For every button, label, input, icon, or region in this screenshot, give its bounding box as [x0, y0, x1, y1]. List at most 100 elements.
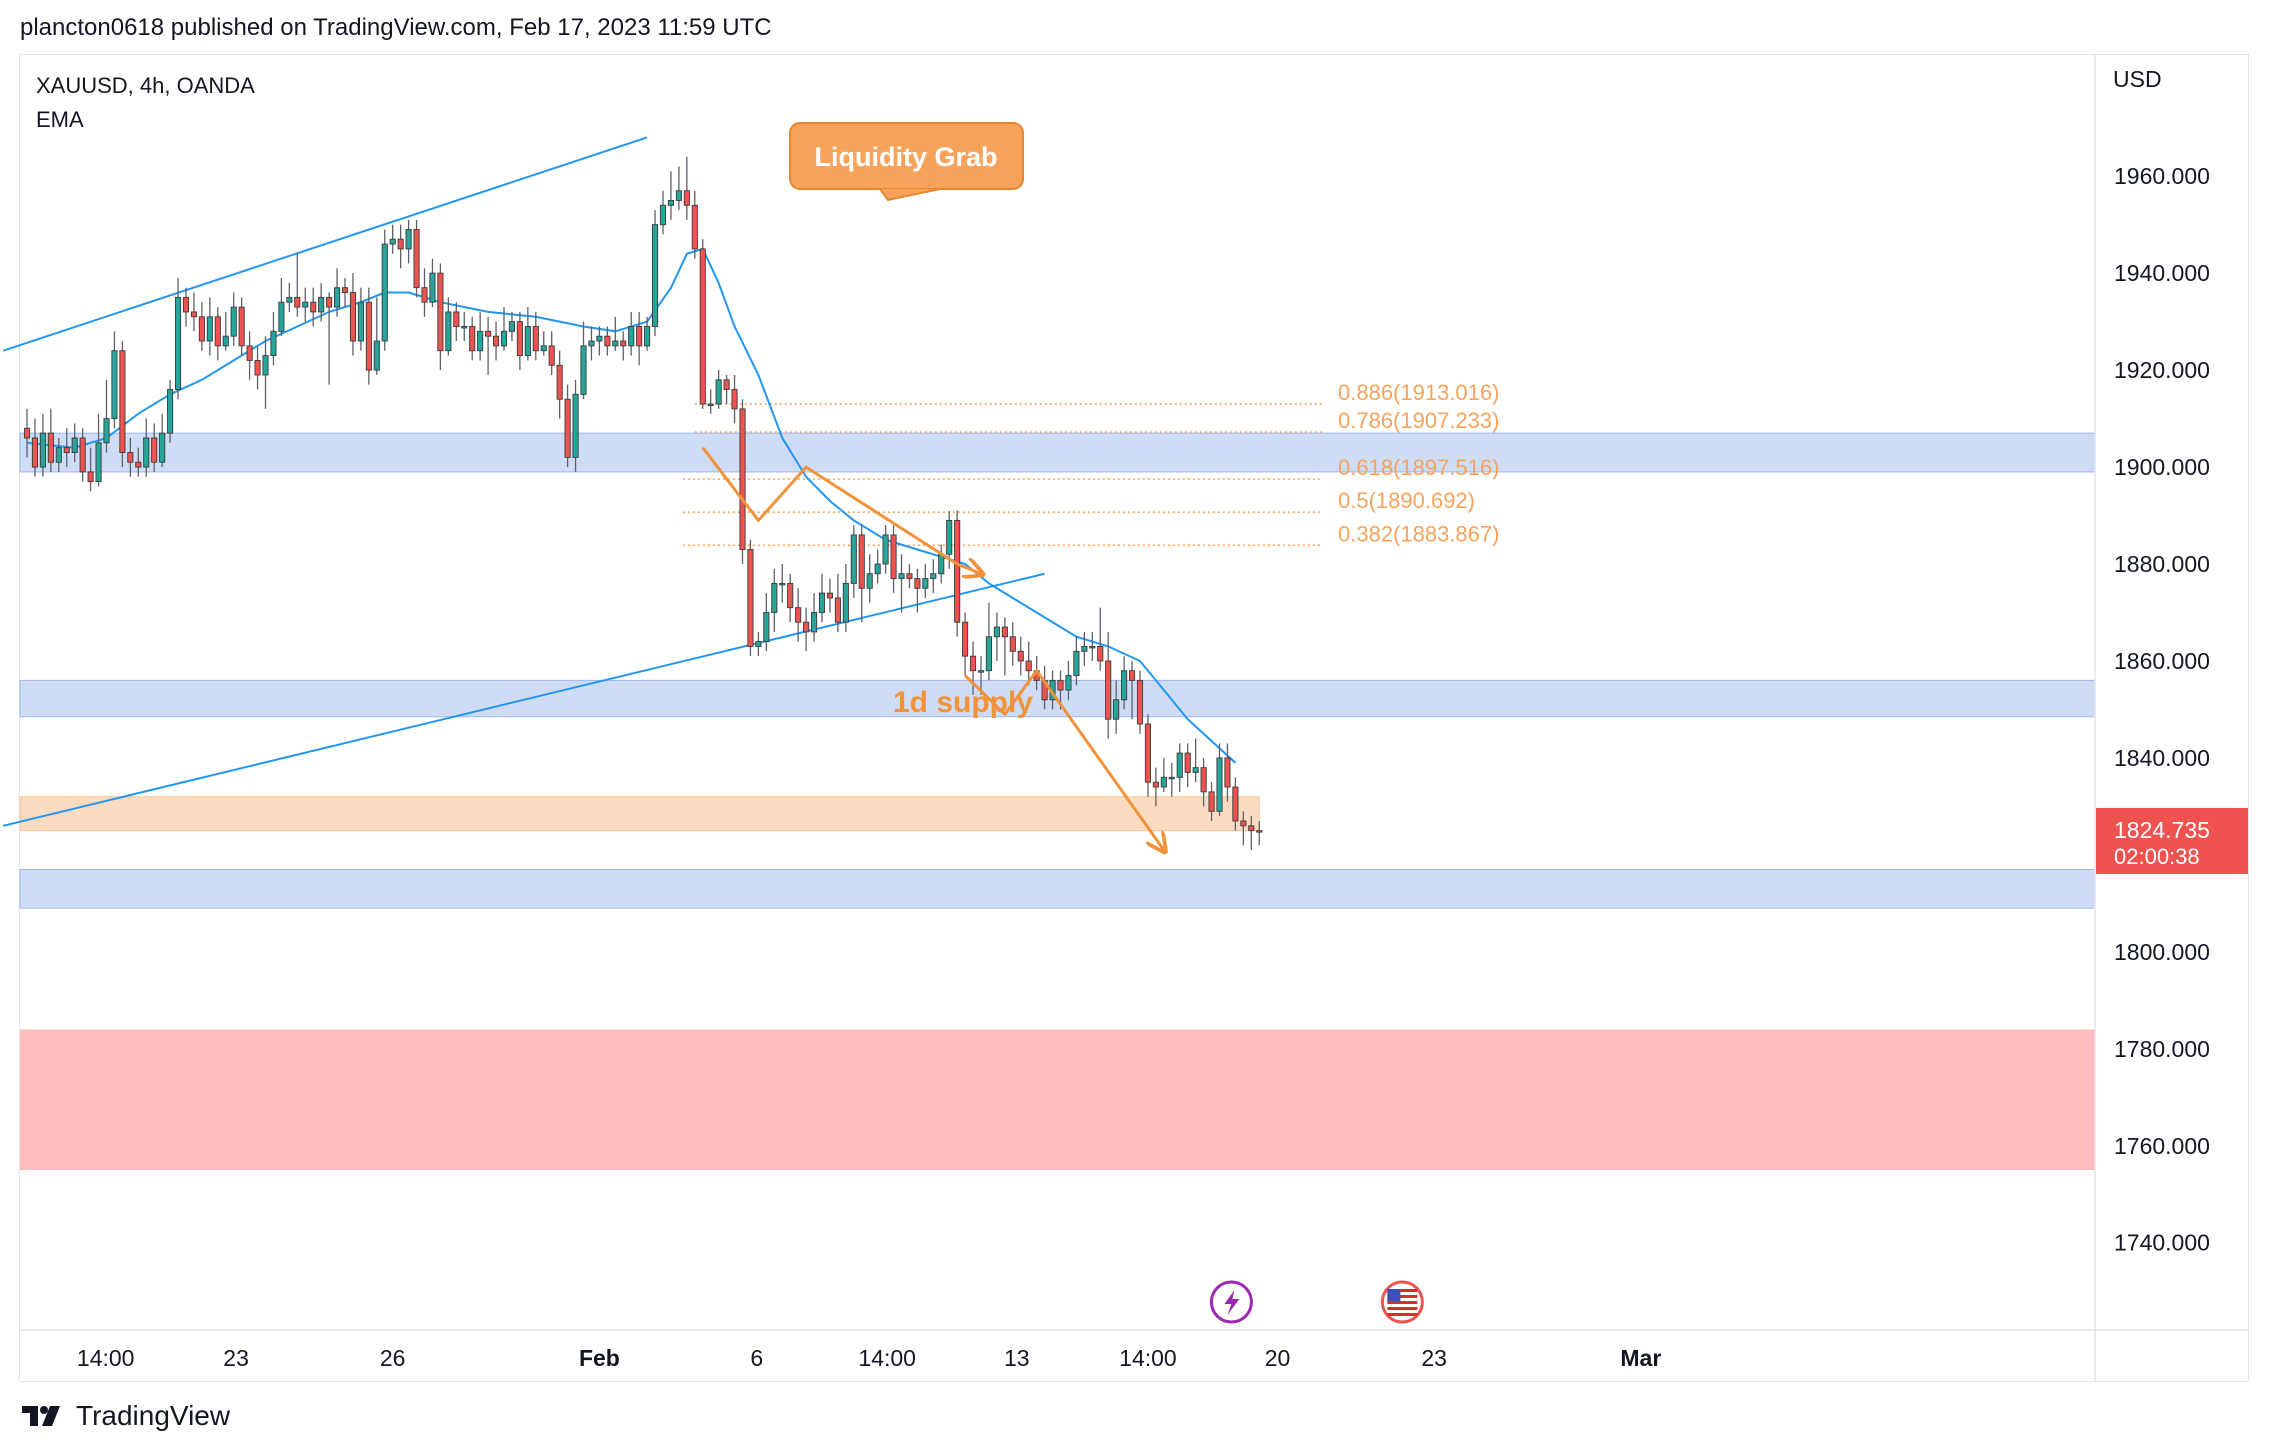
- price-tick-label: 1920.000: [2114, 357, 2210, 383]
- candle: [1208, 782, 1215, 821]
- us-flag-event-icon[interactable]: [1380, 1280, 1424, 1324]
- time-tick-label: Mar: [1620, 1345, 1661, 1371]
- candle: [270, 311, 277, 366]
- candle: [429, 258, 436, 308]
- candle: [993, 612, 1000, 661]
- candle: [461, 311, 468, 342]
- candle: [1009, 622, 1016, 666]
- candle: [747, 539, 754, 657]
- candle: [1105, 631, 1112, 739]
- candle-body: [23, 427, 31, 439]
- candle-body: [103, 418, 110, 444]
- candle: [246, 331, 253, 380]
- trendline-lower-channel: [2, 572, 1045, 827]
- candle: [159, 413, 166, 468]
- candle-body: [182, 296, 190, 313]
- candle: [1097, 607, 1104, 671]
- candle: [1256, 820, 1263, 846]
- candle-body: [87, 471, 94, 483]
- candle: [723, 374, 730, 405]
- candle: [604, 326, 611, 356]
- candle: [1073, 636, 1080, 686]
- candle: [930, 559, 937, 594]
- candle-body: [516, 321, 523, 357]
- candle-body: [763, 612, 770, 643]
- candle: [1089, 631, 1096, 661]
- lightning-event-icon[interactable]: [1209, 1280, 1253, 1324]
- candle-body: [850, 534, 857, 584]
- price-tick-label: 1740.000: [2114, 1230, 2210, 1256]
- candle-body: [63, 447, 70, 453]
- candle: [977, 656, 985, 695]
- price-tick-label: 1940.000: [2114, 260, 2210, 286]
- candle: [1136, 670, 1144, 734]
- fib-level-label: 0.382(1883.867): [1338, 521, 1499, 546]
- time-tick-label: 26: [380, 1345, 406, 1371]
- candle: [143, 418, 150, 477]
- candle: [437, 263, 444, 371]
- candle: [310, 287, 317, 327]
- candle-body: [262, 355, 269, 376]
- candle-body: [127, 452, 134, 463]
- candle: [222, 311, 229, 351]
- candle: [763, 593, 770, 652]
- candle-body: [174, 296, 182, 390]
- tradingview-footer[interactable]: TradingView: [20, 1400, 230, 1432]
- candle: [739, 399, 746, 565]
- candle-body: [898, 573, 905, 580]
- candle-body: [135, 461, 142, 468]
- candle-body: [79, 437, 86, 473]
- candle-body: [1232, 786, 1239, 822]
- candle-body: [723, 379, 730, 390]
- candle-body: [858, 534, 865, 589]
- candle-body: [1001, 626, 1008, 638]
- candle: [914, 568, 921, 613]
- candle: [970, 641, 977, 695]
- candle-body: [826, 592, 833, 599]
- candle-body: [1248, 825, 1255, 832]
- candle: [1200, 757, 1207, 807]
- price-tick-label: 1780.000: [2114, 1036, 2210, 1062]
- candle-body: [1105, 660, 1112, 720]
- candle-body: [310, 301, 317, 313]
- candle-body: [930, 573, 937, 580]
- candle: [389, 224, 396, 254]
- candle: [636, 311, 643, 366]
- candle: [818, 573, 826, 623]
- candle: [103, 379, 110, 453]
- candle: [644, 316, 651, 351]
- candle: [1192, 738, 1199, 783]
- candle: [1121, 656, 1128, 710]
- candle: [206, 297, 213, 356]
- candle: [1184, 743, 1191, 788]
- zone-orange-1825: [19, 796, 1260, 832]
- candle-body: [190, 311, 198, 318]
- candle-body: [1025, 660, 1032, 672]
- candle: [850, 525, 857, 598]
- candle-body: [834, 597, 841, 623]
- candle-body: [882, 534, 889, 565]
- candle-body: [1009, 636, 1016, 652]
- candle: [135, 447, 142, 477]
- candle: [214, 307, 221, 361]
- candle-body: [461, 326, 468, 329]
- candle-body: [532, 326, 539, 352]
- candle: [620, 331, 627, 361]
- price-tick-label: 1880.000: [2114, 551, 2210, 577]
- labels-layer: Liquidity Grab 1d supply XAUUSD, 4h, OANDA…: [36, 73, 1033, 719]
- candle: [524, 307, 531, 361]
- liquidity-grab-label: Liquidity Grab: [814, 142, 997, 172]
- candle: [39, 413, 46, 477]
- candle: [373, 297, 380, 375]
- time-tick-label: 20: [1265, 1345, 1291, 1371]
- candle-body: [1160, 776, 1167, 788]
- candle-body: [707, 403, 714, 406]
- candle: [898, 554, 905, 613]
- fib-level-label: 0.886(1913.016): [1338, 380, 1499, 405]
- candle-body: [787, 582, 794, 609]
- candle-body: [588, 340, 595, 347]
- candle-body: [159, 432, 166, 463]
- candle: [795, 588, 802, 642]
- candle-body: [620, 340, 627, 347]
